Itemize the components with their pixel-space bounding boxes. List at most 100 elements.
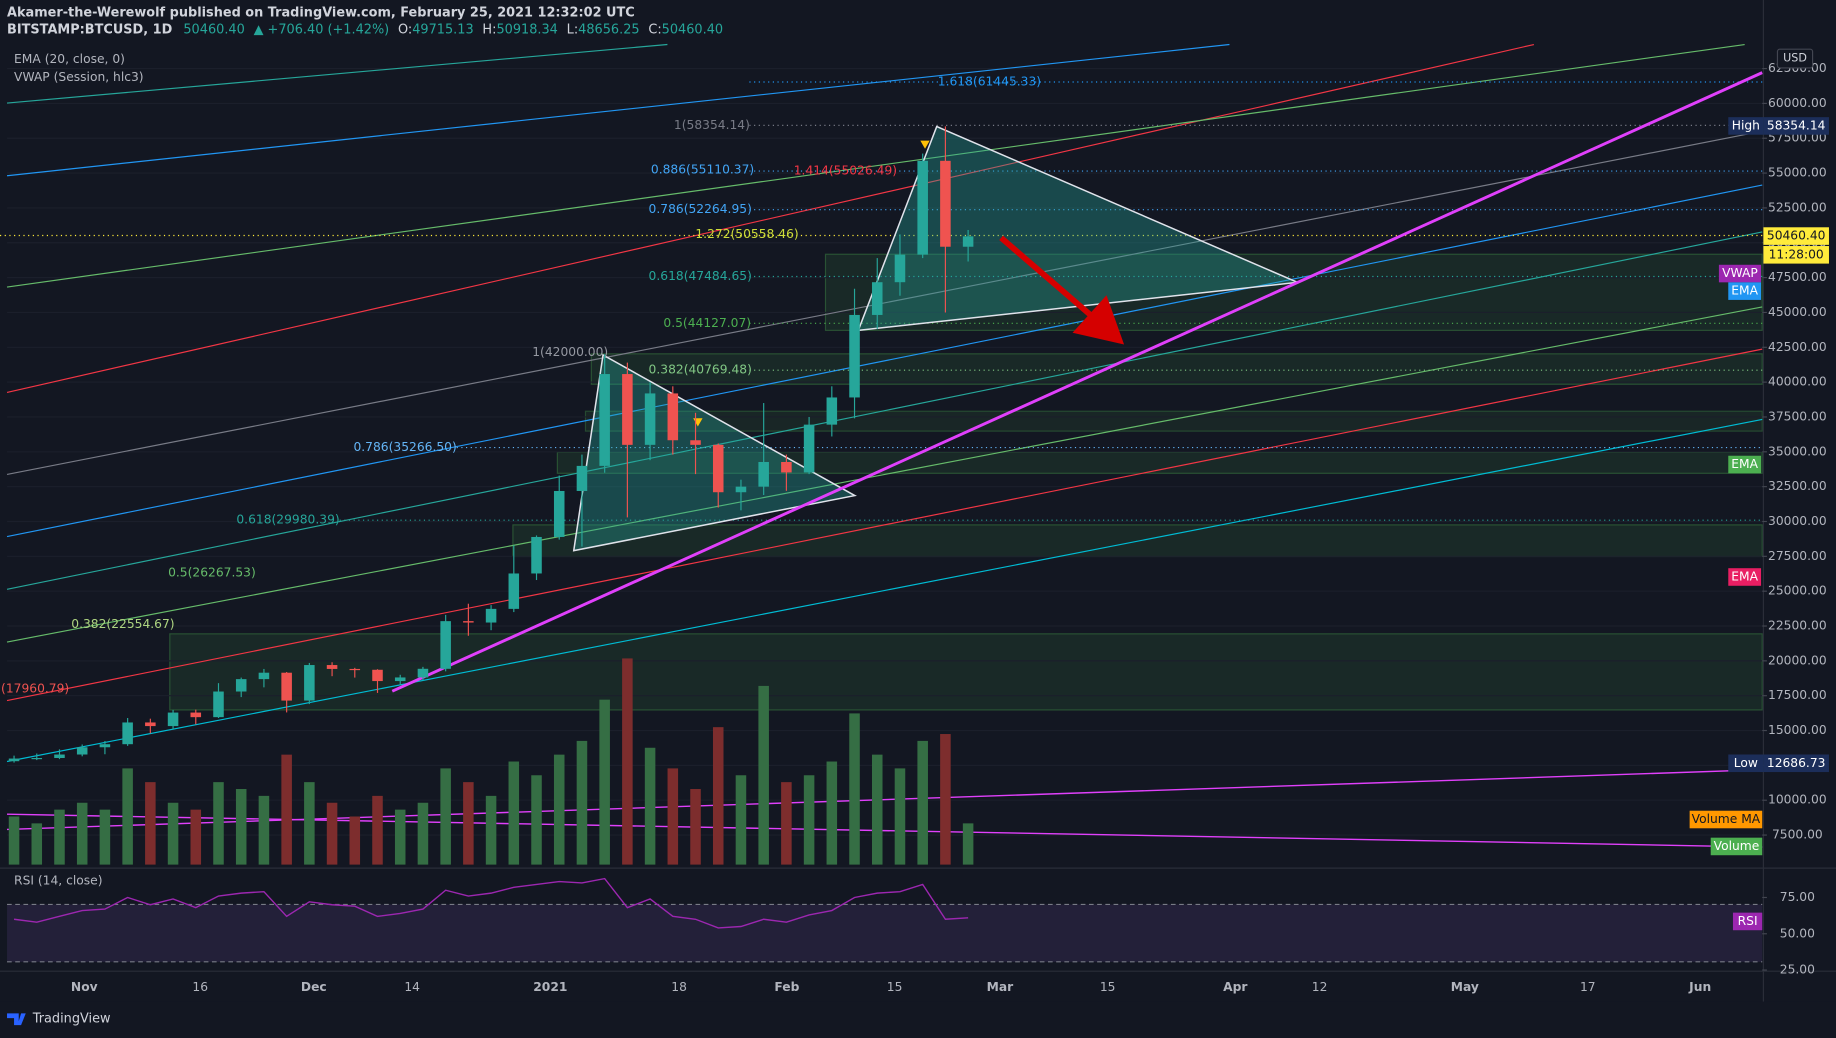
- x-tick-label: 15: [887, 980, 903, 994]
- volume-bar: [781, 782, 792, 865]
- fib-label: 0.382(22554.67): [71, 617, 174, 631]
- footer: [0, 1001, 1836, 1038]
- rsi-line: [13, 877, 969, 929]
- badge: [1710, 837, 1763, 856]
- rsi-legend[interactable]: RSI (14, close): [14, 874, 102, 888]
- candle-body: [940, 160, 951, 247]
- y-tick-label: 17500.00: [1768, 688, 1827, 702]
- last: 50460.40: [183, 22, 244, 37]
- volume-bar: [599, 699, 610, 865]
- volume-bar: [326, 802, 338, 865]
- badge-text: 11:28:00: [1769, 247, 1824, 261]
- y-tick-label: 52500.00: [1768, 200, 1827, 214]
- rsi-band: [7, 904, 1763, 962]
- y-tick-label: 60000.00: [1768, 96, 1827, 110]
- zone: [824, 253, 1763, 331]
- indicator-legend[interactable]: EMA (20, close, 0): [14, 52, 125, 66]
- candle-body: [599, 374, 610, 466]
- badge: [1728, 282, 1762, 300]
- o: 49715.13: [412, 22, 473, 37]
- volume-bar: [735, 775, 747, 865]
- o-label: O:: [398, 22, 412, 37]
- badge: [1728, 568, 1762, 586]
- volume-bar: [281, 754, 292, 865]
- x-tick-label: Dec: [301, 980, 327, 994]
- candle-body: [803, 424, 815, 473]
- volume-bar: [712, 727, 724, 865]
- fib-label: 0.618(29980.39): [236, 513, 339, 527]
- x-tick-label: 15: [1100, 980, 1116, 994]
- currency-button[interactable]: [1776, 48, 1814, 69]
- candles: [8, 126, 974, 763]
- candle-body: [54, 754, 65, 758]
- volume-bar: [894, 768, 906, 865]
- candle-body: [31, 757, 43, 760]
- drawings: [0, 43, 1763, 848]
- badge-text: VWAP: [1722, 266, 1758, 280]
- arrow-head: [1072, 295, 1125, 345]
- badge-text: Volume: [1714, 839, 1760, 853]
- badge: [1718, 264, 1762, 283]
- fib-labels: 1.618(61445.33) 1(58354.14) 0.886(55110.37…: [1, 75, 1041, 696]
- fib-label: 1.414(55026.49): [794, 164, 897, 178]
- fib-label: 0.618(47484.65): [649, 269, 752, 283]
- channel-line: [6, 43, 1535, 394]
- volume-bar: [394, 809, 406, 865]
- badge-text: EMA: [1731, 284, 1758, 298]
- volume-bar: [485, 795, 497, 865]
- volume-bar: [304, 782, 315, 865]
- h: 50918.34: [496, 22, 557, 37]
- channel-line: [6, 130, 1763, 476]
- candle-body: [417, 668, 429, 678]
- candle-body: [576, 465, 588, 491]
- volume-bar: [553, 754, 565, 865]
- fib-label: 0.5(44127.07): [663, 316, 751, 330]
- volume-bar: [99, 809, 111, 865]
- badge-text: RSI: [1738, 914, 1758, 928]
- x-tick-label: May: [1451, 980, 1479, 994]
- rsi-tick-label: 75.00: [1780, 890, 1815, 904]
- volume: [8, 658, 974, 865]
- y-tick-label: 55000.00: [1768, 166, 1827, 180]
- candle-body: [508, 573, 520, 609]
- x-tick-label: Feb: [774, 980, 799, 994]
- brand[interactable]: TradingView: [32, 1012, 111, 1027]
- y-tick-label: 47500.00: [1768, 270, 1827, 284]
- x-tick-label: Jun: [1688, 980, 1711, 994]
- candle-body: [281, 672, 292, 701]
- badge-text: EMA: [1731, 457, 1758, 471]
- fib-label: 0.382(40769.48): [649, 363, 752, 377]
- candle-body: [712, 444, 724, 493]
- candle-body: [213, 691, 224, 718]
- logo: [7, 1013, 26, 1026]
- y-tick-label: 40000.00: [1768, 375, 1827, 389]
- badge-text: EMA: [1731, 569, 1758, 583]
- currency[interactable]: USD: [1783, 52, 1807, 65]
- candle-body: [735, 486, 747, 493]
- candle-body: [258, 672, 270, 680]
- candle-body: [8, 758, 20, 762]
- volume-bar: [803, 775, 815, 865]
- badge-text: Volume MA: [1692, 812, 1761, 826]
- volume-bar: [8, 816, 20, 865]
- volume-bar: [622, 658, 633, 865]
- badge-text: High: [1732, 118, 1760, 132]
- symbol: BITSTAMP:BTCUSD, 1D: [7, 22, 173, 37]
- candle-body: [122, 722, 133, 745]
- candle-body: [667, 393, 679, 441]
- y-tick-label: 22500.00: [1768, 619, 1827, 633]
- candle-body: [349, 668, 361, 671]
- indicator-legend[interactable]: VWAP (Session, hlc3): [14, 70, 144, 84]
- fib-channel: [6, 43, 1763, 763]
- candle-body: [235, 679, 247, 692]
- volume-bar: [940, 734, 951, 865]
- x-tick-label: Nov: [71, 980, 98, 994]
- y-tick-label: 25000.00: [1768, 584, 1827, 598]
- badge: [1763, 227, 1829, 245]
- volume-bar: [690, 789, 701, 865]
- badge: [1763, 117, 1829, 135]
- badge: [1728, 754, 1764, 773]
- y-tick-label: 42500.00: [1768, 340, 1827, 354]
- zones: [169, 253, 1763, 711]
- volume-bar: [644, 747, 656, 865]
